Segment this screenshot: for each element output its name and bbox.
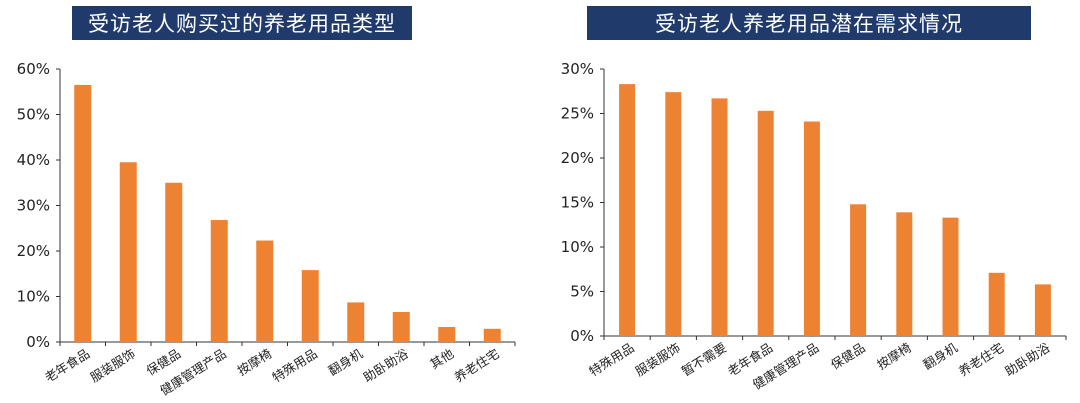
bar	[483, 328, 501, 342]
bar	[256, 240, 274, 342]
bar	[665, 92, 682, 336]
bar	[711, 98, 728, 337]
y-tick-label: 30%	[17, 197, 50, 215]
bar-chart-potential-demand: 0%5%10%15%20%25%30%特殊用品服装服饰暂不需要老年食品健康管理产…	[561, 60, 1067, 392]
x-category-label: 养老住宅	[956, 340, 1006, 379]
y-tick-label: 0%	[570, 327, 594, 345]
x-category-label: 翻身机	[920, 340, 960, 373]
y-tick-label: 30%	[561, 60, 594, 78]
y-tick-label: 15%	[561, 194, 594, 212]
bar	[803, 121, 820, 336]
chart-panel-purchased: 受访老人购买过的养老用品类型 0% 10% 20% 30% 40% 50% 60% 老年食品服…	[17, 6, 516, 398]
y-tick-label: 0%	[26, 333, 50, 351]
x-category-label: 保健品	[828, 340, 868, 373]
y-tick-label: 60%	[17, 60, 50, 78]
bar	[850, 204, 867, 336]
y-tick-label: 25%	[561, 105, 594, 123]
bar	[438, 326, 456, 342]
chart-panel-potential-demand: 受访老人养老用品潜在需求情况 0% 5% 10% 15% 20% 25% 30% 特殊用品 服装…	[540, 0, 1080, 403]
bar	[165, 182, 183, 342]
bar	[942, 217, 959, 336]
x-category-label: 养老住宅	[451, 346, 501, 385]
x-category-label: 服装服饰	[633, 340, 683, 379]
bar	[1034, 284, 1051, 336]
y-tick-label: 20%	[17, 242, 50, 260]
x-category-label: 老年食品	[42, 346, 92, 385]
x-category-label: 其他	[427, 346, 457, 372]
bar	[210, 220, 228, 342]
bar	[619, 84, 636, 336]
y-tick-label: 20%	[561, 149, 594, 167]
y-tick-label: 10%	[561, 238, 594, 256]
x-category-label: 助卧助浴	[1002, 340, 1053, 379]
y-tick-label: 40%	[17, 151, 50, 169]
bar	[347, 302, 365, 342]
x-category-label: 暂不需要	[679, 340, 729, 379]
x-category-label: 助卧助浴	[360, 346, 411, 385]
y-tick-label: 5%	[570, 283, 594, 301]
bar	[896, 212, 913, 336]
bar	[988, 272, 1005, 336]
x-category-label: 翻身机	[326, 346, 366, 379]
bar	[392, 311, 410, 342]
x-category-label: 特殊用品	[269, 346, 319, 385]
x-category-label: 按摩椅	[874, 340, 914, 373]
x-category-label: 服装服饰	[87, 346, 137, 385]
y-tick-label: 10%	[17, 288, 50, 306]
x-category-label: 按摩椅	[235, 346, 275, 379]
bar	[119, 162, 137, 342]
chart-title: 受访老人购买过的养老用品类型	[72, 6, 412, 40]
bar	[301, 270, 319, 342]
x-category-label: 特殊用品	[586, 340, 636, 379]
bar	[74, 84, 92, 343]
y-tick-label: 50%	[17, 106, 50, 124]
bar	[757, 110, 774, 336]
chart-title: 受访老人养老用品潜在需求情况	[587, 6, 1031, 40]
